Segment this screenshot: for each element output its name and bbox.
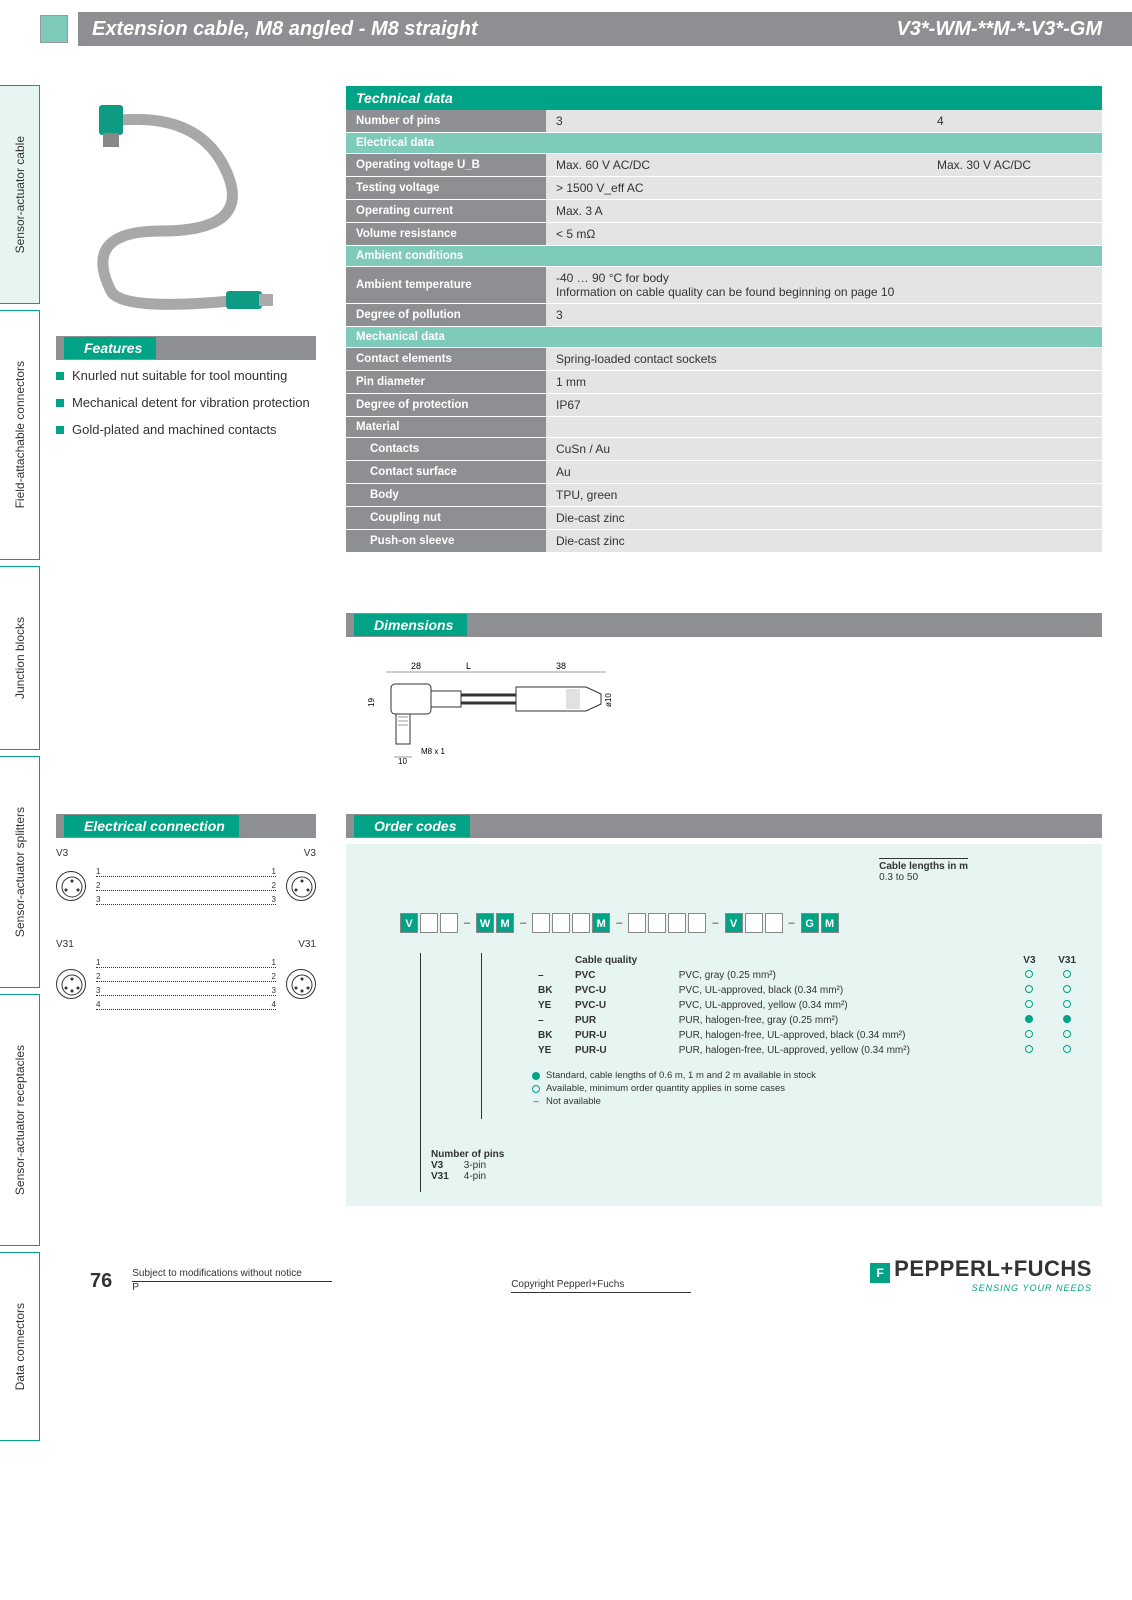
side-tab-label: Data connectors <box>13 1303 27 1390</box>
side-tab[interactable]: Junction blocks <box>0 566 40 750</box>
code-cell <box>420 913 438 933</box>
cable-lengths-range: 0.3 to 50 <box>879 872 918 883</box>
order-codes-title: Order codes <box>354 815 470 837</box>
code-cell: M <box>592 913 610 933</box>
svg-text:ø10: ø10 <box>604 693 613 707</box>
code-separator: – <box>616 917 622 929</box>
code-cell: G <box>801 913 819 933</box>
brand-logo: FPEPPERL+FUCHS SENSING YOUR NEEDS <box>870 1256 1092 1293</box>
header-square-icon <box>40 15 68 43</box>
order-code-cells: V–WM–M––V–GM <box>400 913 1088 933</box>
page-number: 76 <box>90 1270 112 1293</box>
code-separator: – <box>520 917 526 929</box>
code-cell <box>745 913 763 933</box>
code-cell <box>572 913 590 933</box>
brand-tagline: SENSING YOUR NEEDS <box>870 1283 1092 1293</box>
code-separator: – <box>464 917 470 929</box>
page-header: Extension cable, M8 angled - M8 straight… <box>40 12 1132 46</box>
side-tab-label: Sensor-actuator receptacles <box>13 1045 27 1195</box>
side-tab-label: Sensor-actuator cable <box>13 136 27 253</box>
footer-p: P <box>132 1282 332 1293</box>
svg-text:19: 19 <box>367 698 376 707</box>
side-tab-label: Sensor-actuator splitters <box>13 807 27 937</box>
dimensions-drawing: 28 L 38 19 M8 x 1 <box>346 649 1102 784</box>
code-cell <box>765 913 783 933</box>
brand-icon: F <box>870 1263 890 1283</box>
features-title: Features <box>64 337 156 359</box>
svg-text:M8 x 1: M8 x 1 <box>421 747 446 756</box>
code-cell: V <box>725 913 743 933</box>
dimensions-header: Dimensions <box>346 613 1102 637</box>
dimensions-title: Dimensions <box>354 614 467 636</box>
pins-title: Number of pins <box>431 1149 504 1160</box>
product-image <box>56 86 286 336</box>
header-bar: Extension cable, M8 angled - M8 straight… <box>78 12 1132 46</box>
connector-pinout-icon <box>286 871 316 901</box>
feature-item: Gold-plated and machined contacts <box>56 422 316 439</box>
brand-name: PEPPERL+FUCHS <box>894 1256 1092 1281</box>
code-cell: W <box>476 913 494 933</box>
side-tab[interactable]: Data connectors <box>0 1252 40 1441</box>
side-tab[interactable]: Field-attachable connectors <box>0 310 40 559</box>
cable-lengths-label: Cable lengths in m <box>879 861 968 872</box>
features-list: Knurled nut suitable for tool mounting Me… <box>56 368 316 439</box>
side-tab-label: Junction blocks <box>13 617 27 699</box>
svg-text:10: 10 <box>398 757 407 766</box>
code-cell <box>628 913 646 933</box>
svg-text:L: L <box>466 661 471 671</box>
pins-item: V3 3-pin <box>431 1160 1088 1171</box>
code-separator: – <box>712 917 718 929</box>
svg-text:28: 28 <box>411 661 421 671</box>
technical-data-table: Technical dataNumber of pins34Electrical… <box>346 86 1102 553</box>
header-title: Extension cable, M8 angled - M8 straight <box>92 18 478 41</box>
side-nav: Sensor-actuator cable Field-attachable co… <box>0 85 40 1447</box>
side-tab[interactable]: Sensor-actuator splitters <box>0 756 40 988</box>
side-tab[interactable]: Sensor-actuator cable <box>0 85 40 304</box>
electrical-connection-title: Electrical connection <box>64 815 239 837</box>
connection-row: 112233 <box>56 863 316 909</box>
connector-pinout-icon <box>286 969 316 999</box>
header-code: V3*-WM-**M-*-V3*-GM <box>896 18 1102 41</box>
features-header: Features <box>56 336 316 360</box>
code-cell <box>688 913 706 933</box>
code-cell: M <box>496 913 514 933</box>
code-cell <box>532 913 550 933</box>
order-legend: Standard, cable lengths of 0.6 m, 1 m an… <box>532 1070 1088 1107</box>
legend-item: Standard, cable lengths of 0.6 m, 1 m an… <box>532 1070 1088 1081</box>
connector-pinout-icon <box>56 969 86 999</box>
side-tab-label: Field-attachable connectors <box>13 361 27 508</box>
order-codes-box: Cable lengths in m 0.3 to 50 V–WM–M––V–G… <box>346 844 1102 1206</box>
connector-pinout-icon <box>56 871 86 901</box>
pins-list: V3 3-pinV31 4-pin <box>431 1160 1088 1182</box>
side-tab[interactable]: Sensor-actuator receptacles <box>0 994 40 1246</box>
connection-row: 11223344 <box>56 954 316 1014</box>
order-codes-header: Order codes <box>346 814 1102 838</box>
electrical-connection-header: Electrical connection <box>56 814 316 838</box>
code-cell: M <box>821 913 839 933</box>
pins-item: V31 4-pin <box>431 1171 1088 1182</box>
code-separator: – <box>789 917 795 929</box>
legend-item: –Not available <box>532 1096 1088 1107</box>
code-cell: V <box>400 913 418 933</box>
page-footer: 76 Subject to modifications without noti… <box>90 1256 1092 1293</box>
feature-item: Knurled nut suitable for tool mounting <box>56 368 316 385</box>
footer-note: Subject to modifications without notice <box>132 1268 332 1282</box>
code-cell <box>648 913 666 933</box>
footer-copyright: Copyright Pepperl+Fuchs <box>511 1279 691 1293</box>
code-cell <box>552 913 570 933</box>
code-cell <box>668 913 686 933</box>
legend-item: Available, minimum order quantity applie… <box>532 1083 1088 1094</box>
svg-text:38: 38 <box>556 661 566 671</box>
feature-item: Mechanical detent for vibration protecti… <box>56 395 316 412</box>
code-cell <box>440 913 458 933</box>
cable-quality-table: Cable qualityV3V31–PVCPVC, gray (0.25 mm… <box>532 953 1088 1058</box>
electrical-connection-diagram: V3V3 112233 V31V31 11223344 <box>56 848 316 1014</box>
